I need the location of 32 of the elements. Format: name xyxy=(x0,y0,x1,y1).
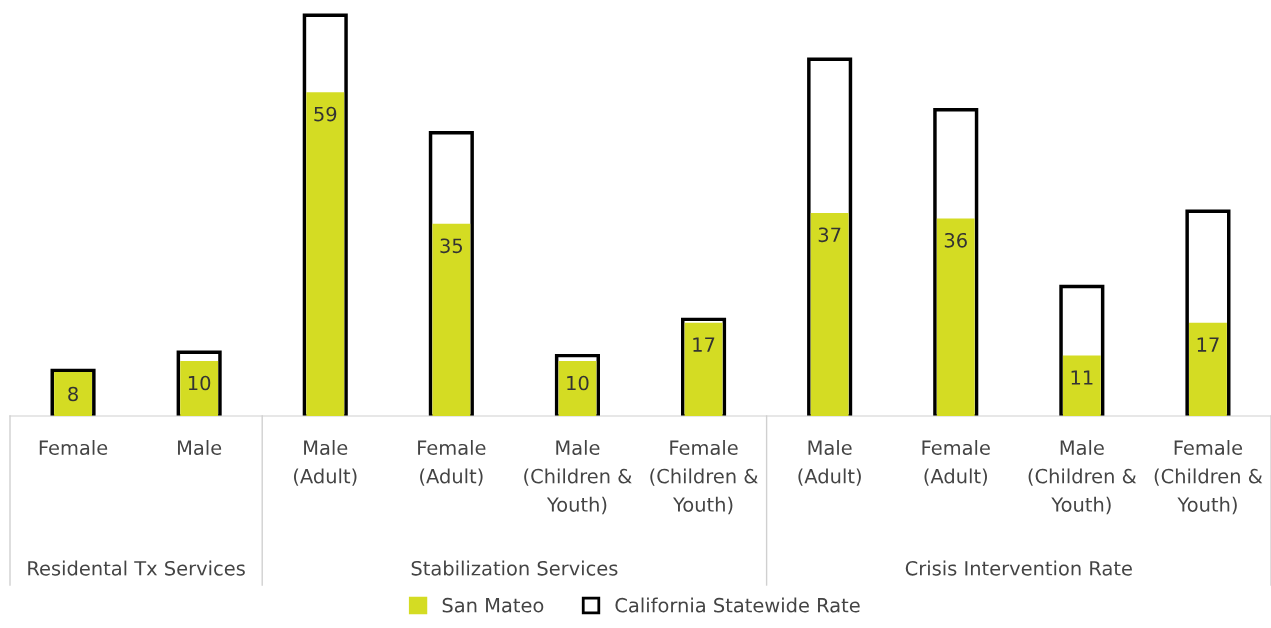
x-tick-label: Male (Children & Youth) xyxy=(524,440,632,515)
data-label: 11 xyxy=(1071,370,1093,385)
x-tick-label: Female (Adult) xyxy=(922,440,990,486)
bar xyxy=(306,92,345,416)
data-label: 17 xyxy=(1197,337,1219,352)
data-label: 10 xyxy=(567,375,589,391)
bar xyxy=(1189,322,1227,416)
data-label: 35 xyxy=(440,238,463,254)
data-label: 8 xyxy=(68,386,78,402)
legend-label: San Mateo xyxy=(442,597,544,613)
data-label: 36 xyxy=(944,232,967,248)
bar xyxy=(936,218,975,416)
bar xyxy=(810,212,849,416)
x-tick-label: Male xyxy=(178,440,222,456)
bar xyxy=(432,223,471,416)
x-tick-label: Female xyxy=(39,440,108,456)
data-label: 37 xyxy=(818,227,841,243)
data-label: 10 xyxy=(188,375,211,391)
x-tick-label: Female (Adult) xyxy=(418,440,486,486)
text: Crisis Intervention Rate xyxy=(905,560,1132,576)
x-tick-label: Male (Adult) xyxy=(294,440,357,486)
x-tick-label: Male (Adult) xyxy=(798,440,861,486)
data-label: 59 xyxy=(314,106,337,122)
x-tick-label: Male (Children & Youth) xyxy=(1028,440,1137,515)
text: Stabilization Services xyxy=(411,560,618,576)
x-tick-label: Female (Children & Youth) xyxy=(650,440,758,515)
bar xyxy=(1062,355,1101,416)
data-label: 17 xyxy=(693,337,715,352)
bar xyxy=(180,361,219,416)
legend-label: California Statewide Rate xyxy=(615,597,860,613)
text: Residental Tx Services xyxy=(28,560,245,576)
x-tick-label: Female (Children & Youth) xyxy=(1154,440,1263,515)
